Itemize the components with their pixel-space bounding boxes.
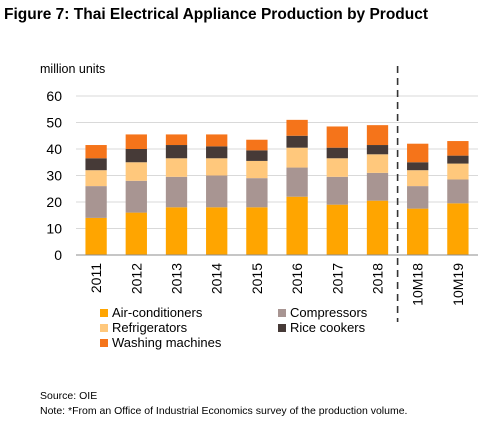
source-note: Source: OIE <box>40 390 98 402</box>
legend-label: Refrigerators <box>112 320 188 335</box>
bar-segment-air-conditioners <box>246 207 268 255</box>
x-tick-label: 2012 <box>128 263 144 294</box>
bar-segment-compressors <box>286 167 308 197</box>
bar-segment-rice-cookers <box>206 146 228 159</box>
bar-segment-compressors <box>447 179 469 204</box>
legend-item-rice-cookers: Rice cookers <box>278 320 365 335</box>
bar-segment-washing-machines <box>206 134 228 147</box>
legend-label: Air-conditioners <box>112 305 203 320</box>
footnote: Note: *From an Office of Industrial Econ… <box>40 405 408 417</box>
legend-swatch <box>278 308 286 317</box>
legend-item-refrigerators: Refrigerators <box>100 320 187 335</box>
bar-segment-washing-machines <box>326 126 348 148</box>
legend-label: Rice cookers <box>290 320 366 335</box>
bar-segment-refrigerators <box>206 158 228 176</box>
bar-segment-compressors <box>85 186 107 218</box>
bar-segment-compressors <box>407 186 429 209</box>
bar-segment-rice-cookers <box>125 149 147 163</box>
bar-segment-washing-machines <box>366 125 389 146</box>
bar-segment-air-conditioners <box>125 212 147 255</box>
bar-segment-rice-cookers <box>447 155 469 164</box>
bar-segment-rice-cookers <box>165 145 188 159</box>
legend-item-washing-machines: Washing machines <box>100 335 221 350</box>
legend-item-compressors: Compressors <box>278 305 367 320</box>
bar-segment-washing-machines <box>286 119 308 136</box>
bar-segment-compressors <box>366 172 389 201</box>
y-tick-label: 10 <box>46 221 62 237</box>
y-tick-label: 0 <box>54 247 62 263</box>
bar-segment-air-conditioners <box>206 207 228 255</box>
y-tick-label: 30 <box>46 168 62 184</box>
x-tick-label: 2013 <box>169 263 185 294</box>
bar-segment-air-conditioners <box>286 196 308 255</box>
bar-segment-air-conditioners <box>85 217 107 255</box>
bar-segment-refrigerators <box>447 163 469 180</box>
legend-label: Compressors <box>290 305 368 320</box>
y-axis-ticks: 0 10 20 30 40 50 60 <box>46 88 62 263</box>
bar-segment-refrigerators <box>246 160 268 179</box>
bar-segment-compressors <box>125 180 147 213</box>
bar-segment-compressors <box>326 176 348 205</box>
notes: Source: OIE Note: *From an Office of Ind… <box>40 389 407 419</box>
bar-segment-refrigerators <box>366 154 389 173</box>
bar-segment-rice-cookers <box>326 147 348 159</box>
legend-swatch <box>278 323 286 332</box>
bar-segment-rice-cookers <box>246 150 268 161</box>
bar-segment-compressors <box>246 178 268 208</box>
y-axis-label: million units <box>40 62 105 76</box>
legend-swatch <box>100 323 108 332</box>
bar-segment-air-conditioners <box>366 200 389 255</box>
y-tick-label: 50 <box>46 115 62 131</box>
x-tick-label: 2016 <box>289 263 305 294</box>
bar-segment-air-conditioners <box>326 204 348 255</box>
legend-swatch <box>100 308 108 317</box>
bar-segment-air-conditioners <box>407 208 429 255</box>
x-tick-label: 2011 <box>88 263 104 293</box>
bar-segment-refrigerators <box>407 170 429 187</box>
bar-segment-washing-machines <box>165 134 188 146</box>
bars <box>85 119 469 255</box>
x-tick-label: 2015 <box>249 263 265 294</box>
chart-title: Figure 7: Thai Electrical Appliance Prod… <box>4 6 429 23</box>
x-tick-label: 10M18 <box>410 263 426 306</box>
x-axis-ticks: 2011 2012 2013 2014 2015 2016 2017 2018 10M18 10M… <box>88 263 466 306</box>
bar-segment-air-conditioners <box>447 203 469 255</box>
y-tick-label: 60 <box>46 88 62 104</box>
x-tick-label: 10M19 <box>450 263 466 306</box>
legend-label: Washing machines <box>112 335 222 350</box>
bar-segment-refrigerators <box>125 162 147 181</box>
bar-segment-rice-cookers <box>85 158 107 171</box>
bar-segment-washing-machines <box>85 145 107 159</box>
bar-segment-washing-machines <box>246 139 268 151</box>
x-tick-label: 2018 <box>370 263 386 294</box>
bar-segment-refrigerators <box>286 147 308 168</box>
bar-segment-washing-machines <box>407 143 429 163</box>
legend-swatch <box>100 338 108 347</box>
bar-segment-air-conditioners <box>165 207 188 255</box>
x-tick-label: 2014 <box>209 263 225 294</box>
bar-segment-rice-cookers <box>286 135 308 148</box>
bar-segment-rice-cookers <box>407 162 429 171</box>
bar-segment-compressors <box>165 176 188 208</box>
bar-segment-compressors <box>206 175 228 208</box>
bar-segment-refrigerators <box>326 158 348 177</box>
y-tick-label: 40 <box>46 141 62 157</box>
y-tick-label: 20 <box>46 194 62 210</box>
legend-item-air-conditioners: Air-conditioners <box>100 305 202 320</box>
bar-segment-washing-machines <box>447 141 469 156</box>
bar-segment-refrigerators <box>85 170 107 187</box>
x-tick-label: 2017 <box>329 263 345 294</box>
bar-segment-rice-cookers <box>366 145 389 155</box>
bar-segment-washing-machines <box>125 134 147 149</box>
bar-segment-refrigerators <box>165 158 188 177</box>
